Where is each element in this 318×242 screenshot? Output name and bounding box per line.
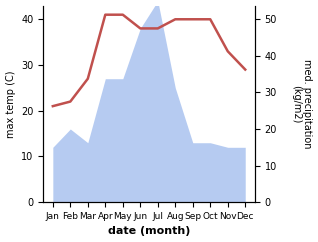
X-axis label: date (month): date (month) [108,227,190,236]
Y-axis label: max temp (C): max temp (C) [5,70,16,138]
Y-axis label: med. precipitation
(kg/m2): med. precipitation (kg/m2) [291,59,313,149]
